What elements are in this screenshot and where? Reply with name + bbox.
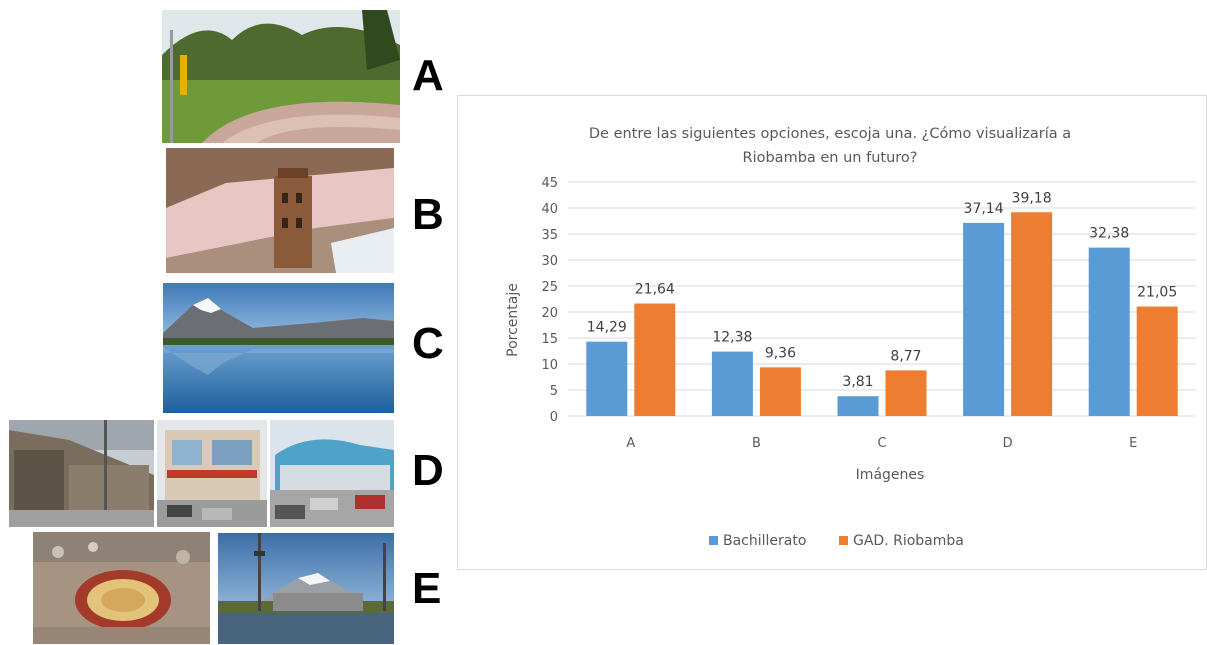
legend-label-bachillerato: Bachillerato [723, 533, 806, 549]
y-tick-label: 5 [550, 384, 558, 399]
shopping-center-photo [270, 420, 394, 527]
bar-gad-riobamba [1011, 212, 1053, 416]
bar-bachillerato [1088, 247, 1130, 416]
stadium-volcano-photo [218, 533, 394, 644]
image-letter-c: C [412, 319, 444, 368]
x-axis-label: Imágenes [856, 467, 925, 483]
data-label-bachillerato: 3,81 [842, 374, 873, 390]
y-tick-label: 30 [541, 254, 558, 269]
park-walkway-photo [162, 10, 400, 143]
volcano-lake-reflection-photo [163, 283, 394, 413]
data-label-bachillerato: 14,29 [587, 320, 627, 336]
y-tick-label: 45 [541, 176, 558, 191]
data-label-bachillerato: 32,38 [1089, 226, 1129, 242]
y-tick-label: 40 [541, 202, 558, 217]
bar-gad-riobamba [885, 370, 927, 416]
x-tick-label: D [1003, 436, 1013, 451]
data-label-gad-riobamba: 8,77 [890, 348, 921, 364]
bar-bachillerato [586, 341, 628, 416]
data-label-bachillerato: 12,38 [712, 330, 752, 346]
image-letter-b: B [412, 190, 444, 239]
plaza-tower-aerial-photo [166, 148, 394, 273]
y-axis-label: Porcentaje [505, 283, 521, 357]
bullring-aerial-photo [33, 532, 210, 644]
bar-gad-riobamba [759, 367, 801, 416]
legend-swatch-gad-riobamba [839, 536, 848, 545]
image-letter-a: A [412, 51, 444, 100]
legend-label-gad-riobamba: GAD. Riobamba [853, 533, 964, 549]
bar-bachillerato [837, 396, 879, 416]
modern-building-photo [9, 420, 154, 527]
bar-gad-riobamba [634, 303, 676, 416]
data-label-gad-riobamba: 21,64 [635, 281, 675, 297]
chart-panel: 0 5 10 15 20 25 30 35 40 45 A 14,29 21,64 B 12,38 9,36… [457, 95, 1207, 570]
legend-swatch-bachillerato [709, 536, 718, 545]
chart-title-line-1: De entre las siguientes opciones, escoja… [589, 126, 1071, 142]
x-tick-label: B [752, 436, 761, 451]
data-label-gad-riobamba: 21,05 [1137, 285, 1177, 301]
image-letter-d: D [412, 446, 444, 495]
legend: Bachillerato GAD. Riobamba [709, 533, 964, 549]
data-label-bachillerato: 37,14 [964, 201, 1004, 217]
bar-chart: 0 5 10 15 20 25 30 35 40 45 A 14,29 21,64 B 12,38 9,36… [505, 126, 1196, 549]
y-tick-label: 0 [550, 410, 558, 425]
chart-title-line-2: Riobamba en un futuro? [743, 150, 918, 166]
y-tick-label: 35 [541, 228, 558, 243]
data-label-gad-riobamba: 9,36 [765, 345, 796, 361]
y-tick-label: 25 [541, 280, 558, 295]
y-tick-label: 20 [541, 306, 558, 321]
data-label-gad-riobamba: 39,18 [1012, 190, 1052, 206]
bar-bachillerato [963, 222, 1005, 416]
y-tick-label: 15 [541, 332, 558, 347]
y-tick-label: 10 [541, 358, 558, 373]
x-tick-label: C [877, 436, 886, 451]
bar-gad-riobamba [1136, 306, 1178, 416]
image-letter-e: E [412, 564, 442, 613]
commercial-street-photo [157, 420, 267, 527]
bar-bachillerato [711, 351, 753, 416]
x-tick-label: E [1129, 436, 1137, 451]
x-tick-label: A [626, 436, 635, 451]
